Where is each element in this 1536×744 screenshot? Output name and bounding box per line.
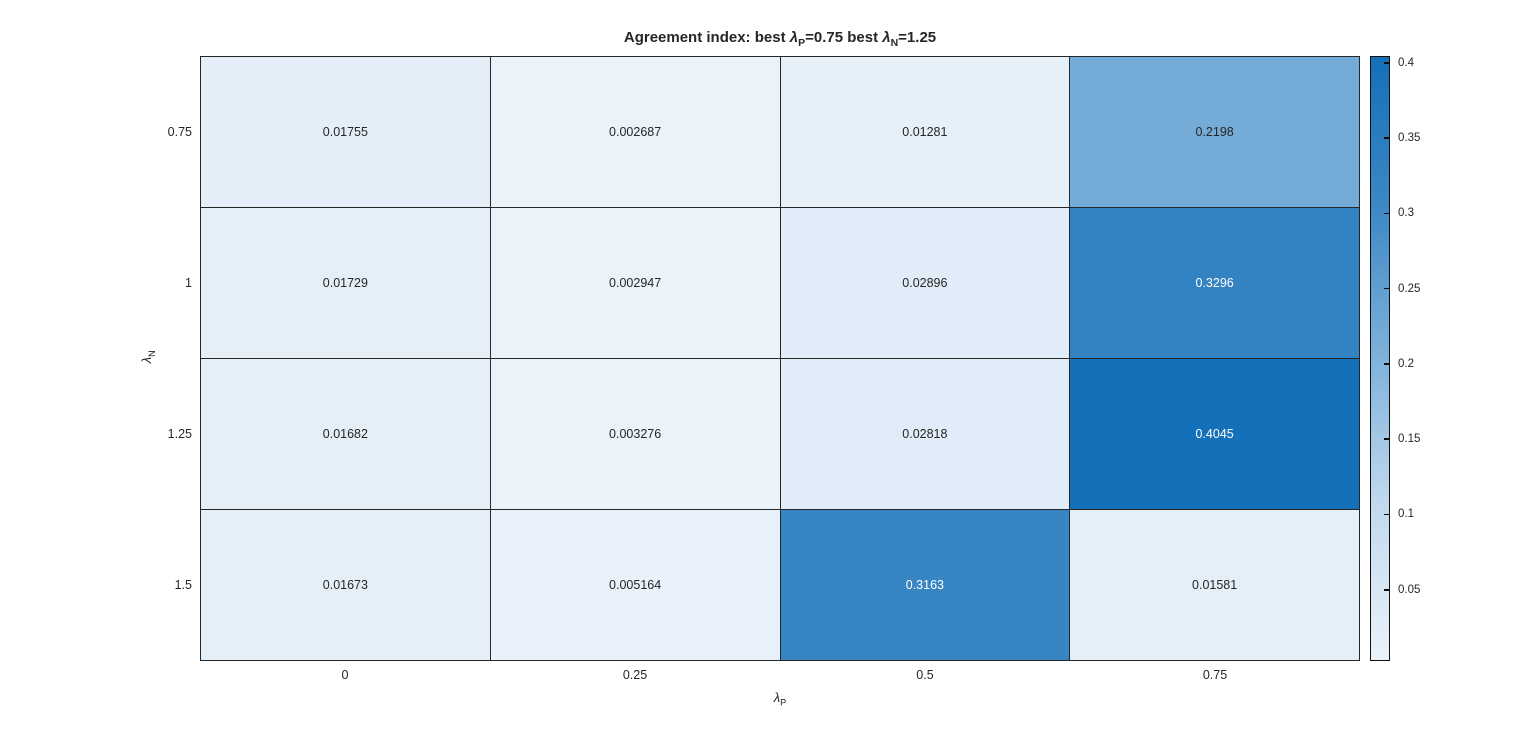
colorbar-tick-label: 0.05 <box>1398 583 1421 596</box>
x-tick-label: 0.5 <box>916 668 934 682</box>
heatmap-cell: 0.005164 <box>490 510 780 660</box>
heatmap-cell: 0.01281 <box>780 57 1070 207</box>
title-text: λ <box>789 29 799 46</box>
heatmap-cell: 0.01682 <box>201 359 490 509</box>
colorbar-tick-mark <box>1384 438 1390 440</box>
heatmap-cell: 0.003276 <box>490 359 780 509</box>
heatmap-cell: 0.002687 <box>490 57 780 207</box>
heatmap-cell: 0.01755 <box>201 57 490 207</box>
y-tick-label: 0.75 <box>167 124 192 139</box>
colorbar-tick-label: 0.25 <box>1398 282 1421 295</box>
colorbar-tick-mark <box>1384 589 1390 591</box>
colorbar-tick-mark <box>1384 62 1390 64</box>
heatmap-cell: 0.01581 <box>1070 510 1359 660</box>
y-tick-label: 1 <box>185 275 192 290</box>
colorbar-tick-mark <box>1384 137 1390 139</box>
colorbar-tick-label: 0.2 <box>1398 357 1414 370</box>
heatmap-cell: 0.02896 <box>780 208 1070 358</box>
heatmap-cell: 0.2198 <box>1070 57 1359 207</box>
colorbar-tick-label: 0.15 <box>1398 433 1421 446</box>
colorbar-tick-label: 0.35 <box>1398 132 1421 145</box>
heatmap-cell: 0.3163 <box>780 510 1070 660</box>
colorbar-tick-mark <box>1384 212 1390 215</box>
colorbar-tick-mark <box>1384 513 1390 516</box>
colorbar <box>1370 56 1390 661</box>
colorbar-tick-mark <box>1384 287 1390 290</box>
title-text: λ <box>882 29 891 46</box>
title-text: =1.25 <box>898 29 937 46</box>
heatmap-cell: 0.4045 <box>1070 359 1359 509</box>
heatmap-cell: 0.3296 <box>1070 208 1359 358</box>
axis-label-text: λ <box>773 690 781 705</box>
heatmap-grid: 0.01755 0.002687 0.01281 0.2198 0.01729 0.002… <box>200 56 1360 661</box>
x-axis-label: λP <box>773 690 787 708</box>
x-tick-label: 0 <box>341 668 349 682</box>
x-tick-label: 0.25 <box>622 668 648 682</box>
heatmap-cell: 0.01673 <box>201 510 490 660</box>
colorbar-tick-mark <box>1384 363 1390 365</box>
y-tick-label: 1.25 <box>167 427 192 442</box>
axis-label-text: λ <box>139 356 155 364</box>
colorbar-tick-label: 0.4 <box>1398 56 1414 69</box>
y-axis-label: λN <box>139 350 157 364</box>
colorbar-tick-label: 0.3 <box>1398 207 1414 220</box>
title-text: Agreement index: best <box>623 29 790 46</box>
y-tick-label: 1.5 <box>174 578 192 593</box>
title-text: =0.75 best <box>805 29 883 46</box>
heatmap-cell: 0.002947 <box>490 208 780 358</box>
heatmap-cell: 0.02818 <box>780 359 1070 509</box>
heatmap-cell: 0.01729 <box>201 208 490 358</box>
x-tick-label: 0.75 <box>1202 668 1228 682</box>
chart-title: Agreement index: best λP=0.75 best λN=1.… <box>623 29 937 49</box>
colorbar-tick-label: 0.1 <box>1398 508 1414 521</box>
